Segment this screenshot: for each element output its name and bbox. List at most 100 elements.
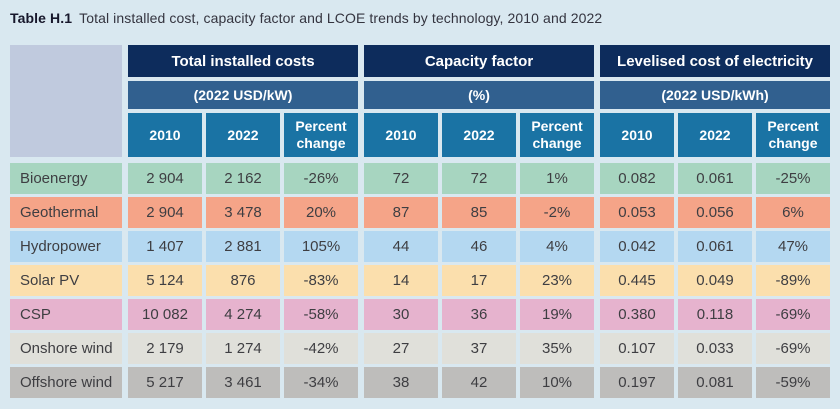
table-cell: -83% — [284, 265, 358, 296]
table-cell: 6% — [756, 197, 830, 228]
table-caption: Table H.1 Total installed cost, capacity … — [10, 8, 830, 28]
table-cell: 19% — [520, 299, 594, 330]
installed-costs-cells: 1 407 2 881 105% — [128, 231, 358, 262]
table-cell: -69% — [756, 299, 830, 330]
row-label: Bioenergy — [10, 163, 122, 194]
year-headers-installed-costs: 2010 2022 Percent change — [128, 113, 358, 157]
installed-costs-cells: 2 904 3 478 20% — [128, 197, 358, 228]
table-cell: -2% — [520, 197, 594, 228]
group-header-row: Total installed costs Capacity factor Le… — [128, 45, 830, 77]
table-cell: 2 162 — [206, 163, 280, 194]
capacity-factor-cells: 38 42 10% — [364, 367, 594, 398]
column-header: Percent change — [756, 113, 830, 157]
lcoe-cells: 0.107 0.033 -69% — [600, 333, 830, 364]
row-label: Offshore wind — [10, 367, 122, 398]
column-header: 2010 — [600, 113, 674, 157]
table-cell: 3 478 — [206, 197, 280, 228]
table-cell: 0.380 — [600, 299, 674, 330]
table-cell: 0.033 — [678, 333, 752, 364]
capacity-factor-cells: 30 36 19% — [364, 299, 594, 330]
table-cell: 38 — [364, 367, 438, 398]
column-header: 2022 — [206, 113, 280, 157]
installed-costs-cells: 2 179 1 274 -42% — [128, 333, 358, 364]
capacity-factor-cells: 44 46 4% — [364, 231, 594, 262]
table-cell: 2 179 — [128, 333, 202, 364]
column-header: 2010 — [364, 113, 438, 157]
column-header: Percent change — [520, 113, 594, 157]
table-cell: 1 274 — [206, 333, 280, 364]
page: Table H.1 Total installed cost, capacity … — [10, 8, 830, 398]
installed-costs-cells: 5 217 3 461 -34% — [128, 367, 358, 398]
table-cell: 47% — [756, 231, 830, 262]
table-cell: 0.445 — [600, 265, 674, 296]
installed-costs-cells: 10 082 4 274 -58% — [128, 299, 358, 330]
table-caption-text: Total installed cost, capacity factor an… — [79, 10, 603, 26]
cost-trends-table: Total installed costs Capacity factor Le… — [10, 45, 830, 398]
lcoe-cells: 0.197 0.081 -59% — [600, 367, 830, 398]
table-cell: 4 274 — [206, 299, 280, 330]
lcoe-cells: 0.380 0.118 -69% — [600, 299, 830, 330]
column-header: Percent change — [284, 113, 358, 157]
group-header-lcoe: Levelised cost of electricity — [600, 45, 830, 77]
unit-capacity-factor: (%) — [364, 81, 594, 109]
table-cell: 0.081 — [678, 367, 752, 398]
table-cell: -89% — [756, 265, 830, 296]
table-cell: 4% — [520, 231, 594, 262]
table-cell: 0.061 — [678, 163, 752, 194]
table-cell: 42 — [442, 367, 516, 398]
table-cell: 0.107 — [600, 333, 674, 364]
lcoe-cells: 0.042 0.061 47% — [600, 231, 830, 262]
table-cell: 0.197 — [600, 367, 674, 398]
table-cell: -42% — [284, 333, 358, 364]
lcoe-cells: 0.445 0.049 -89% — [600, 265, 830, 296]
table-cell: -58% — [284, 299, 358, 330]
row-label: Hydropower — [10, 231, 122, 262]
table-cell: -69% — [756, 333, 830, 364]
table-cell: 14 — [364, 265, 438, 296]
table-cell: 0.118 — [678, 299, 752, 330]
corner-cell — [10, 45, 122, 157]
table-cell: 44 — [364, 231, 438, 262]
table-cell: 0.049 — [678, 265, 752, 296]
table-cell: 85 — [442, 197, 516, 228]
capacity-factor-cells: 87 85 -2% — [364, 197, 594, 228]
group-header-installed-costs: Total installed costs — [128, 45, 358, 77]
table-cell: 30 — [364, 299, 438, 330]
installed-costs-cells: 2 904 2 162 -26% — [128, 163, 358, 194]
row-label: Solar PV — [10, 265, 122, 296]
table-row-onshore-wind: Onshore wind 2 179 1 274 -42% 27 37 35% … — [10, 333, 830, 364]
table-cell: 87 — [364, 197, 438, 228]
table-cell: 1 407 — [128, 231, 202, 262]
table-cell: -34% — [284, 367, 358, 398]
table-row-bioenergy: Bioenergy 2 904 2 162 -26% 72 72 1% 0.08… — [10, 163, 830, 194]
table-cell: 46 — [442, 231, 516, 262]
table-cell: 3 461 — [206, 367, 280, 398]
unit-header-row: (2022 USD/kW) (%) (2022 USD/kWh) — [128, 81, 830, 109]
table-caption-label: Table H.1 — [10, 10, 73, 26]
table-cell: 10% — [520, 367, 594, 398]
year-headers-lcoe: 2010 2022 Percent change — [600, 113, 830, 157]
table-cell: 5 124 — [128, 265, 202, 296]
table-cell: 2 904 — [128, 197, 202, 228]
row-label: Onshore wind — [10, 333, 122, 364]
table-cell: 10 082 — [128, 299, 202, 330]
capacity-factor-cells: 27 37 35% — [364, 333, 594, 364]
table-cell: 105% — [284, 231, 358, 262]
table-cell: -25% — [756, 163, 830, 194]
unit-lcoe: (2022 USD/kWh) — [600, 81, 830, 109]
table-cell: 0.056 — [678, 197, 752, 228]
table-cell: 0.042 — [600, 231, 674, 262]
table-cell: 0.061 — [678, 231, 752, 262]
table-cell: 72 — [364, 163, 438, 194]
table-row-csp: CSP 10 082 4 274 -58% 30 36 19% 0.380 0.… — [10, 299, 830, 330]
row-label: Geothermal — [10, 197, 122, 228]
table-cell: 1% — [520, 163, 594, 194]
lcoe-cells: 0.053 0.056 6% — [600, 197, 830, 228]
table-cell: 23% — [520, 265, 594, 296]
table-cell: 2 881 — [206, 231, 280, 262]
year-header-row: 2010 2022 Percent change 2010 2022 Perce… — [128, 113, 830, 157]
table-cell: -26% — [284, 163, 358, 194]
capacity-factor-cells: 14 17 23% — [364, 265, 594, 296]
table-cell: 17 — [442, 265, 516, 296]
table-cell: 0.082 — [600, 163, 674, 194]
